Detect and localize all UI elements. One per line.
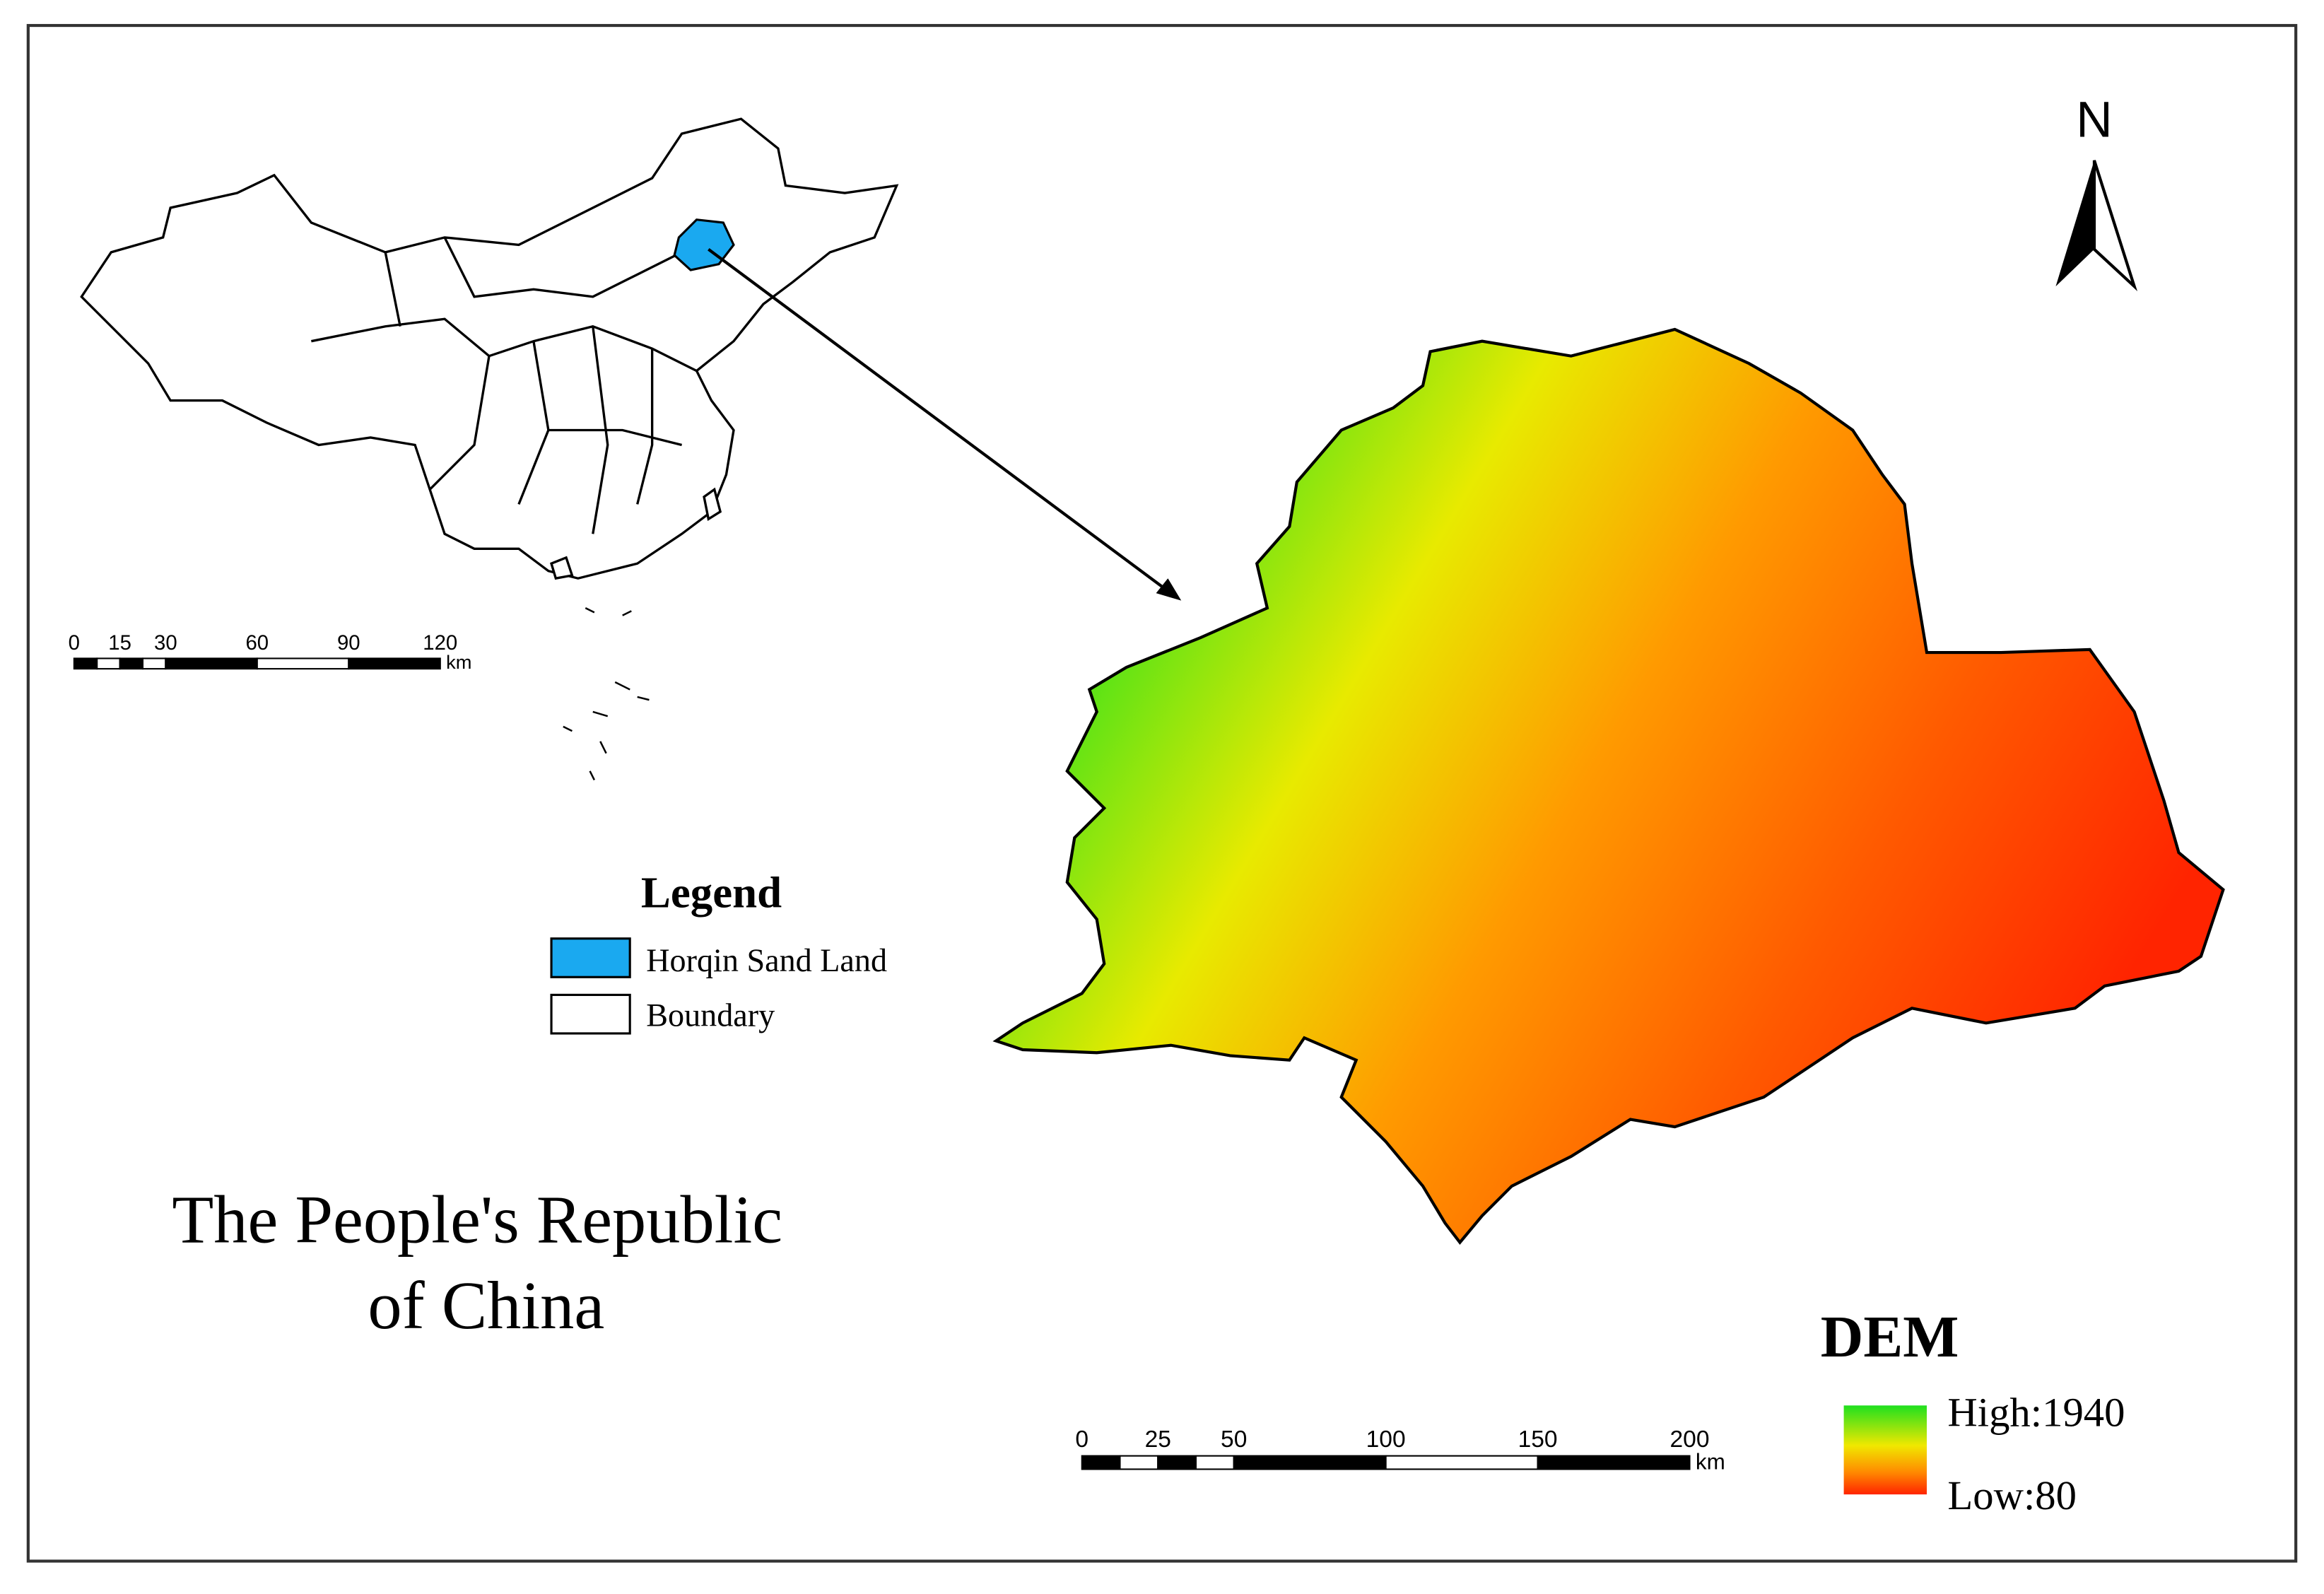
scale-segment — [1157, 1455, 1197, 1470]
scale-tick-label: 60 — [245, 631, 269, 655]
scale-tick-label: 25 — [1145, 1426, 1171, 1453]
scale-segment — [141, 657, 167, 670]
scale-segment — [1081, 1455, 1121, 1470]
dem-high: High:1940 — [1947, 1390, 2125, 1436]
south-sea-islands — [563, 607, 650, 780]
scale-tick-label: 100 — [1366, 1426, 1406, 1453]
legend-label: Boundary — [646, 997, 775, 1033]
scale-segment — [96, 657, 121, 670]
legend-title: Legend — [641, 868, 782, 918]
scale-segment — [165, 657, 258, 670]
scale-segment — [1537, 1455, 1691, 1470]
scale-tick-label: 120 — [423, 631, 457, 655]
scale-tick-label: 30 — [154, 631, 177, 655]
scale-unit: km — [446, 651, 471, 673]
map-title: The People's Republic — [172, 1182, 782, 1258]
scale-segment — [1385, 1455, 1539, 1470]
scale-segment — [1195, 1455, 1235, 1470]
north-label: N — [2076, 91, 2112, 148]
scale-unit: km — [1696, 1449, 1725, 1474]
north-arrow-left — [2055, 160, 2094, 287]
scale-segment — [1119, 1455, 1159, 1470]
china-map — [80, 117, 899, 780]
map-title: of China — [368, 1267, 604, 1343]
scale-segment — [256, 657, 350, 670]
north-arrow-right — [2092, 160, 2137, 292]
islands — [550, 487, 722, 580]
dem-region — [992, 327, 2225, 1245]
pointer-arrowhead — [1156, 578, 1182, 601]
scale-tick-label: 15 — [108, 631, 131, 655]
dem-title: DEM — [1821, 1304, 1959, 1370]
dem-ramp — [1843, 1405, 1927, 1495]
scale-segment — [73, 657, 98, 670]
scale-tick-label: 0 — [69, 631, 80, 655]
dem-low: Low:80 — [1947, 1472, 2077, 1518]
scale-segment — [348, 657, 441, 670]
scale-segment — [119, 657, 144, 670]
pointer-arrow — [708, 247, 1172, 594]
province-boundaries — [311, 237, 698, 534]
legend-swatch — [550, 993, 631, 1035]
scale-tick-label: 150 — [1518, 1426, 1558, 1453]
legend-label: Horqin Sand Land — [646, 942, 887, 978]
scale-tick-label: 90 — [337, 631, 360, 655]
scale-tick-label: 50 — [1221, 1426, 1247, 1453]
scale-segment — [1233, 1455, 1387, 1470]
legend-swatch — [550, 937, 631, 978]
scale-tick-label: 0 — [1075, 1426, 1088, 1453]
scale-tick-label: 200 — [1670, 1426, 1710, 1453]
